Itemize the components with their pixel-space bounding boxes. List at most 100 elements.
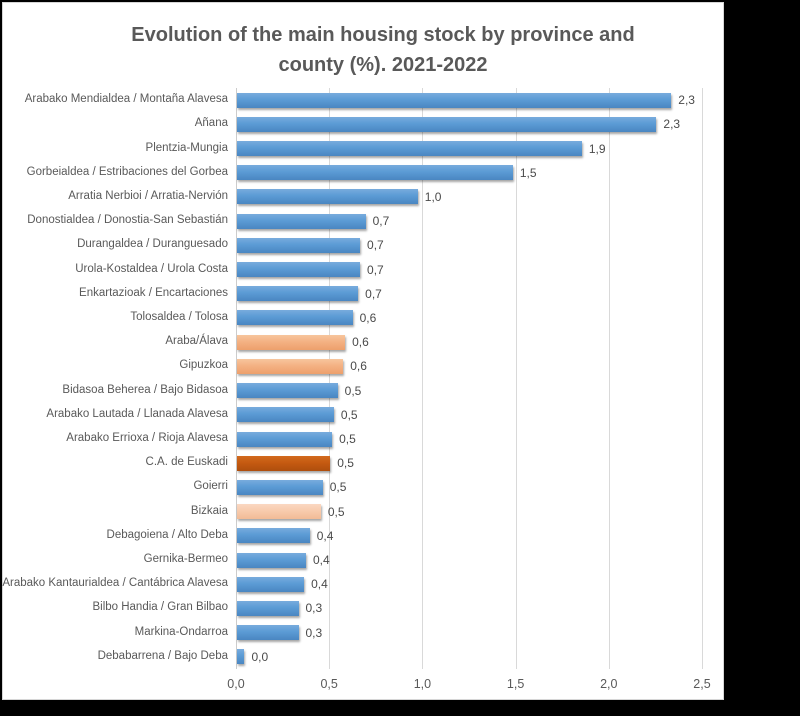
bar (237, 625, 299, 641)
bar-row: Goierri 0,5 (3, 475, 723, 499)
category-label: Debagoiena / Alto Deba (106, 528, 228, 541)
category-label: Donostialdea / Donostia-San Sebastián (27, 214, 228, 227)
bar (237, 165, 513, 181)
category-label: Goierri (193, 480, 228, 493)
bar-row: Durangaldea / Duranguesado 0,7 (3, 233, 723, 257)
value-label: 0,5 (339, 432, 356, 446)
value-label: 0,7 (367, 262, 384, 277)
bar (237, 334, 346, 350)
category-label: Gernika-Bermeo (143, 553, 228, 566)
bar (237, 600, 299, 616)
bar (237, 407, 334, 423)
category-label: C.A. de Euskadi (145, 456, 228, 469)
bar-row: Bidasoa Beherea / Bajo Bidasoa 0,5 (3, 379, 723, 403)
bar (237, 552, 306, 568)
bar (237, 479, 323, 495)
bar-row: Arabako Kantaurialdea / Cantábrica Alave… (2, 572, 723, 596)
bar-row: Araba/Álava 0,6 (3, 330, 723, 354)
category-label: Urola-Kostaldea / Urola Costa (75, 262, 228, 275)
bar-row: Debabarrena / Bajo Deba 0,0 (3, 645, 723, 669)
bar (237, 262, 361, 278)
category-label: Bilbo Handia / Gran Bilbao (92, 601, 228, 614)
bar (237, 358, 344, 374)
bar-row: Arratia Nerbioi / Arratia-Nervión 1,0 (3, 185, 723, 209)
bar-row: Tolosaldea / Tolosa 0,6 (3, 306, 723, 330)
bar (237, 576, 305, 592)
bar (237, 116, 657, 132)
x-tick-label: 0,0 (227, 677, 245, 691)
x-tick-label: 2,0 (600, 677, 618, 691)
bar-row: Plentzia-Mungia 1,9 (3, 136, 723, 160)
bar (237, 286, 359, 302)
value-label: 0,3 (305, 625, 323, 640)
category-label: Bizkaia (190, 504, 228, 517)
bar-row: Gernika-Bermeo 0,4 (3, 548, 723, 572)
gridline (515, 88, 517, 669)
bar (237, 431, 333, 447)
x-tick-label: 1,0 (413, 677, 432, 691)
bar (237, 455, 331, 471)
bar-row: Bizkaia 0,5 (3, 500, 723, 524)
category-label: Bidasoa Beherea / Bajo Bidasoa (62, 383, 228, 396)
bar-row: Arabako Lautada / Llanada Alavesa 0,5 (3, 403, 723, 427)
category-label: Plentzia-Mungia (145, 141, 228, 154)
bar-row: Gorbeialdea / Estribaciones del Gorbea 1,… (3, 161, 723, 185)
bar-row: Añana 2,3 (3, 112, 723, 136)
category-label: Markina-Ondarroa (134, 625, 228, 638)
value-label: 0,4 (311, 577, 328, 592)
value-label: 2,3 (678, 93, 695, 108)
value-label: 0,0 (251, 649, 269, 664)
bar-row: Arabako Mendialdea / Montaña Alavesa 2,3 (3, 88, 723, 112)
value-label: 0,6 (350, 359, 367, 374)
bar-row: Urola-Kostaldea / Urola Costa 0,7 (3, 257, 723, 281)
bar-row: Donostialdea / Donostia-San Sebastián 0,7 (3, 209, 723, 233)
category-label: Gorbeialdea / Estribaciones del Gorbea (26, 165, 228, 178)
value-label: 0,4 (316, 528, 334, 543)
category-label: Añana (194, 117, 228, 130)
bar (237, 237, 361, 253)
value-label: 1,9 (588, 141, 606, 156)
gridline (702, 88, 703, 669)
value-label: 2,3 (663, 117, 681, 132)
bar (237, 649, 245, 665)
category-label: Arratia Nerbioi / Arratia-Nervión (68, 189, 228, 202)
bar-row: Markina-Ondarroa 0,3 (3, 621, 723, 645)
bar-row: Bilbo Handia / Gran Bilbao 0,3 (3, 596, 723, 620)
value-axis-line (236, 88, 237, 669)
value-label: 0,7 (372, 214, 390, 229)
category-label: Durangaldea / Duranguesado (77, 238, 228, 251)
category-label: Arabako Lautada / Llanada Alavesa (46, 407, 228, 420)
value-label: 0,6 (352, 335, 369, 350)
value-label: 0,5 (340, 407, 358, 422)
category-label: Enkartazioak / Encartaciones (79, 286, 228, 299)
bar (237, 310, 353, 326)
bar-row: Gipuzkoa 0,6 (3, 354, 723, 378)
category-label: Debabarrena / Bajo Deba (97, 649, 228, 662)
value-label: 1,5 (519, 165, 537, 180)
x-tick-label: 1,5 (506, 677, 525, 691)
value-label: 0,5 (337, 456, 354, 471)
category-label: Arabako Kantaurialdea / Cantábrica Alave… (2, 577, 228, 590)
category-label: Arabako Errioxa / Rioja Alavesa (66, 432, 228, 444)
value-label: 0,4 (312, 553, 330, 568)
chart-title-line-2: county (%). 2021-2022 (278, 54, 488, 76)
chart-title: Evolution of the main housing stock by p… (58, 20, 708, 80)
value-label: 0,3 (305, 601, 323, 616)
gridline (329, 88, 331, 669)
gridline (608, 88, 610, 669)
bar (237, 213, 366, 229)
bar (237, 141, 582, 156)
value-label: 0,7 (365, 286, 382, 301)
chart-title-line-1: Evolution of the main housing stock by p… (131, 24, 635, 46)
bar (237, 504, 321, 520)
value-label: 1,0 (424, 189, 442, 204)
value-label: 0,6 (359, 310, 377, 325)
bar (237, 383, 338, 399)
x-tick-label: 0,5 (320, 677, 338, 691)
category-label: Gipuzkoa (179, 359, 228, 372)
category-label: Araba/Álava (165, 335, 228, 348)
bar-row: Enkartazioak / Encartaciones 0,7 (3, 282, 723, 306)
value-label: 0,5 (327, 504, 345, 519)
category-label: Arabako Mendialdea / Montaña Alavesa (24, 93, 228, 106)
